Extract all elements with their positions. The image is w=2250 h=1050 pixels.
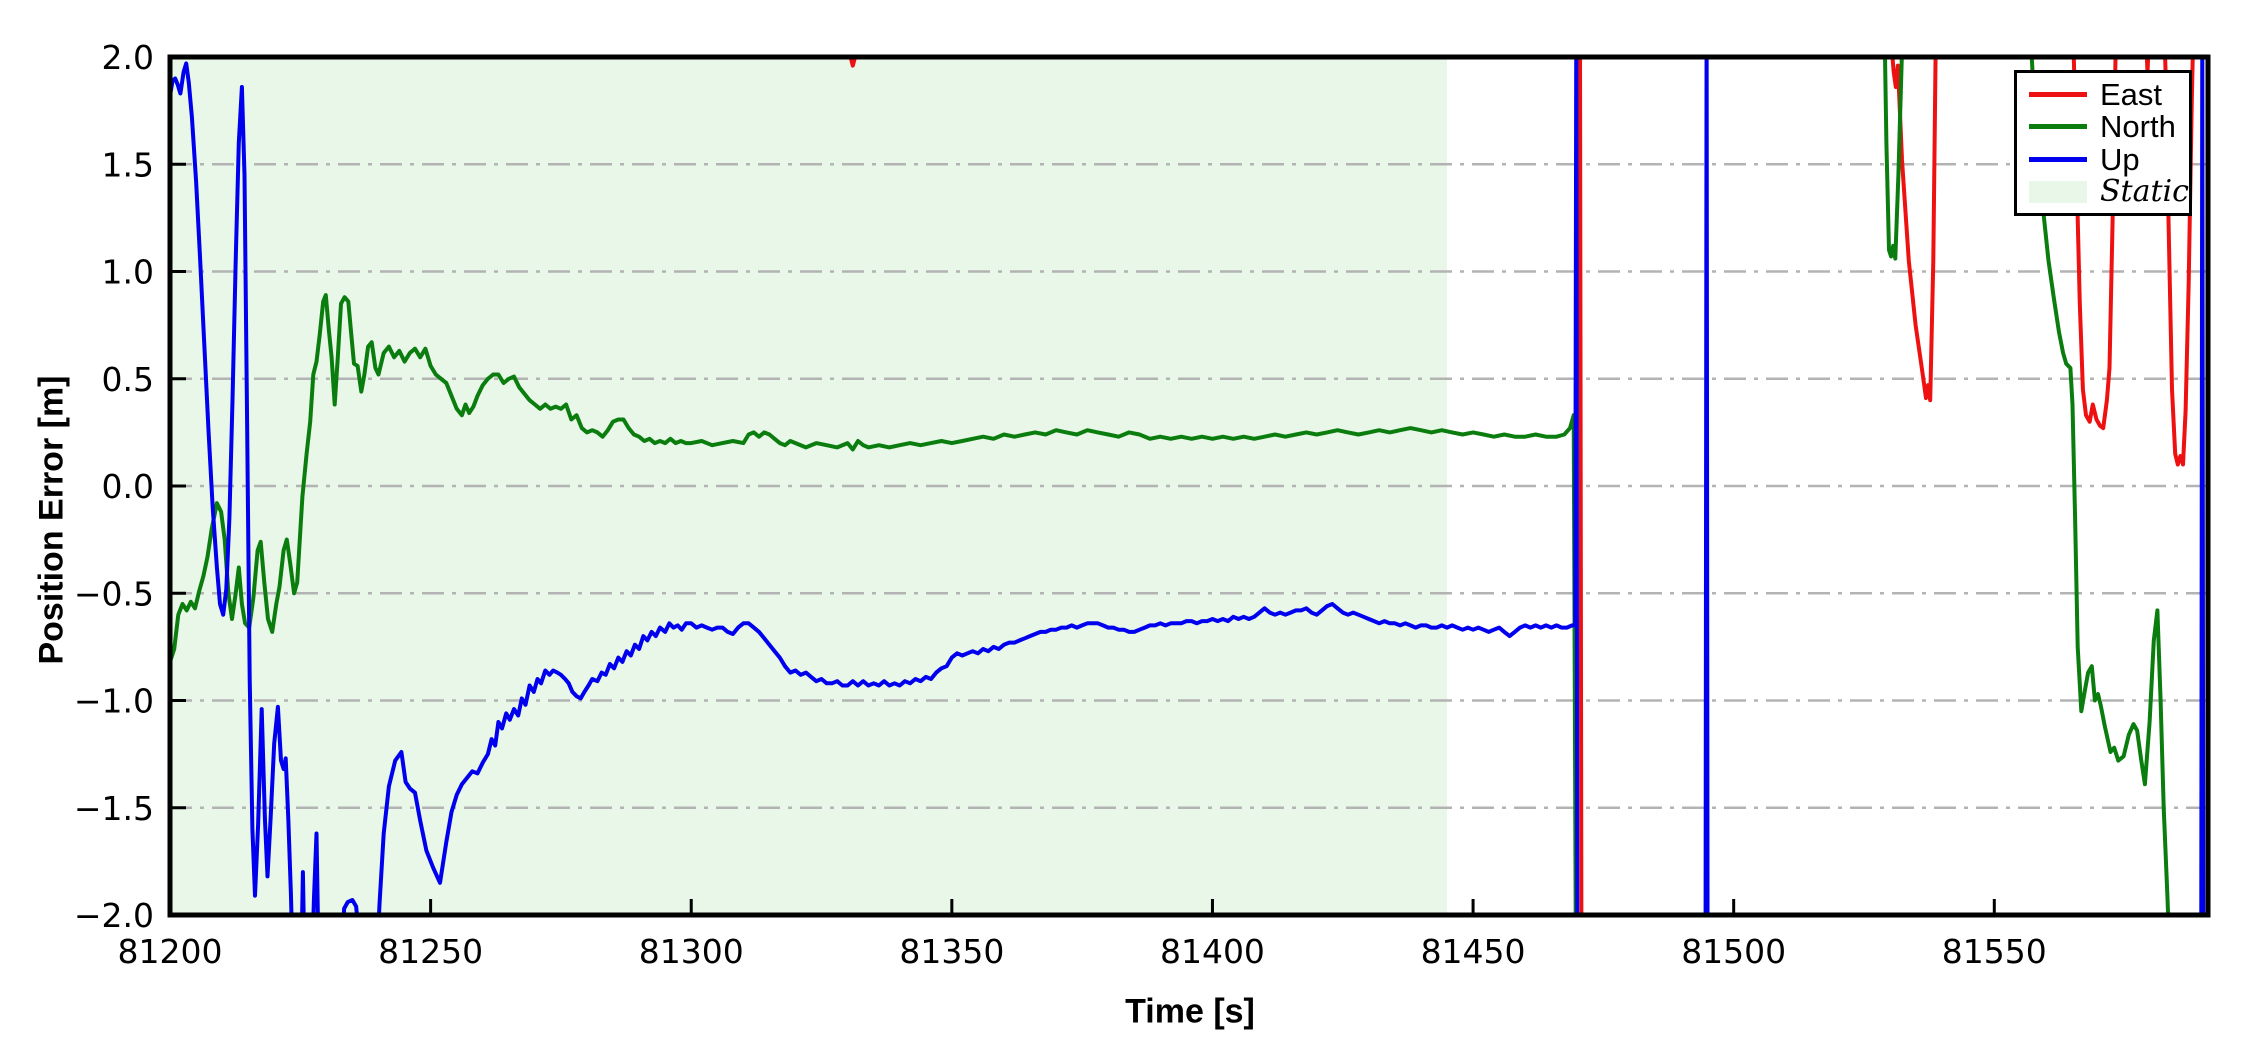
x-tick-label: 81200 xyxy=(118,932,223,971)
y-tick-label: 2.0 xyxy=(102,38,154,77)
x-tick-label: 81350 xyxy=(899,932,1004,971)
legend-label-east: East xyxy=(2100,76,2163,112)
legend-item-east: East xyxy=(2029,79,2189,110)
legend-patch-static xyxy=(2029,180,2087,203)
legend-label-north: North xyxy=(2100,109,2176,145)
y-tick-label: 1.5 xyxy=(102,145,154,184)
series-line-north xyxy=(170,57,2171,915)
y-tick-label: 1.0 xyxy=(102,253,154,292)
legend: East North Up Static xyxy=(2014,70,2192,216)
y-tick-label: 0.5 xyxy=(102,360,154,399)
legend-item-up: Up xyxy=(2029,144,2189,175)
legend-line-north xyxy=(2029,124,2087,130)
x-tick-label: 81250 xyxy=(378,932,483,971)
x-tick-label: 81450 xyxy=(1421,932,1526,971)
x-tick-label: 81300 xyxy=(639,932,744,971)
legend-item-static: Static xyxy=(2029,176,2189,207)
y-tick-label: −0.5 xyxy=(74,574,154,613)
y-tick-label: −1.5 xyxy=(74,789,154,828)
legend-label-up: Up xyxy=(2100,141,2140,177)
series-line-up xyxy=(170,57,2206,915)
y-tick-label: −1.0 xyxy=(74,682,154,721)
y-tick-label: −2.0 xyxy=(74,896,154,935)
x-tick-label: 81500 xyxy=(1681,932,1786,971)
x-tick-label: 81550 xyxy=(1942,932,2047,971)
series-line-east xyxy=(848,57,2195,915)
legend-line-up xyxy=(2029,156,2087,162)
y-axis-title: Position Error [m] xyxy=(32,375,71,665)
legend-item-north: North xyxy=(2029,111,2189,142)
legend-label-static: Static xyxy=(2100,173,2189,209)
x-tick-label: 81400 xyxy=(1160,932,1265,971)
x-axis-title: Time [s] xyxy=(1125,992,1255,1031)
y-tick-label: 0.0 xyxy=(102,467,154,506)
legend-line-east xyxy=(2029,91,2087,97)
